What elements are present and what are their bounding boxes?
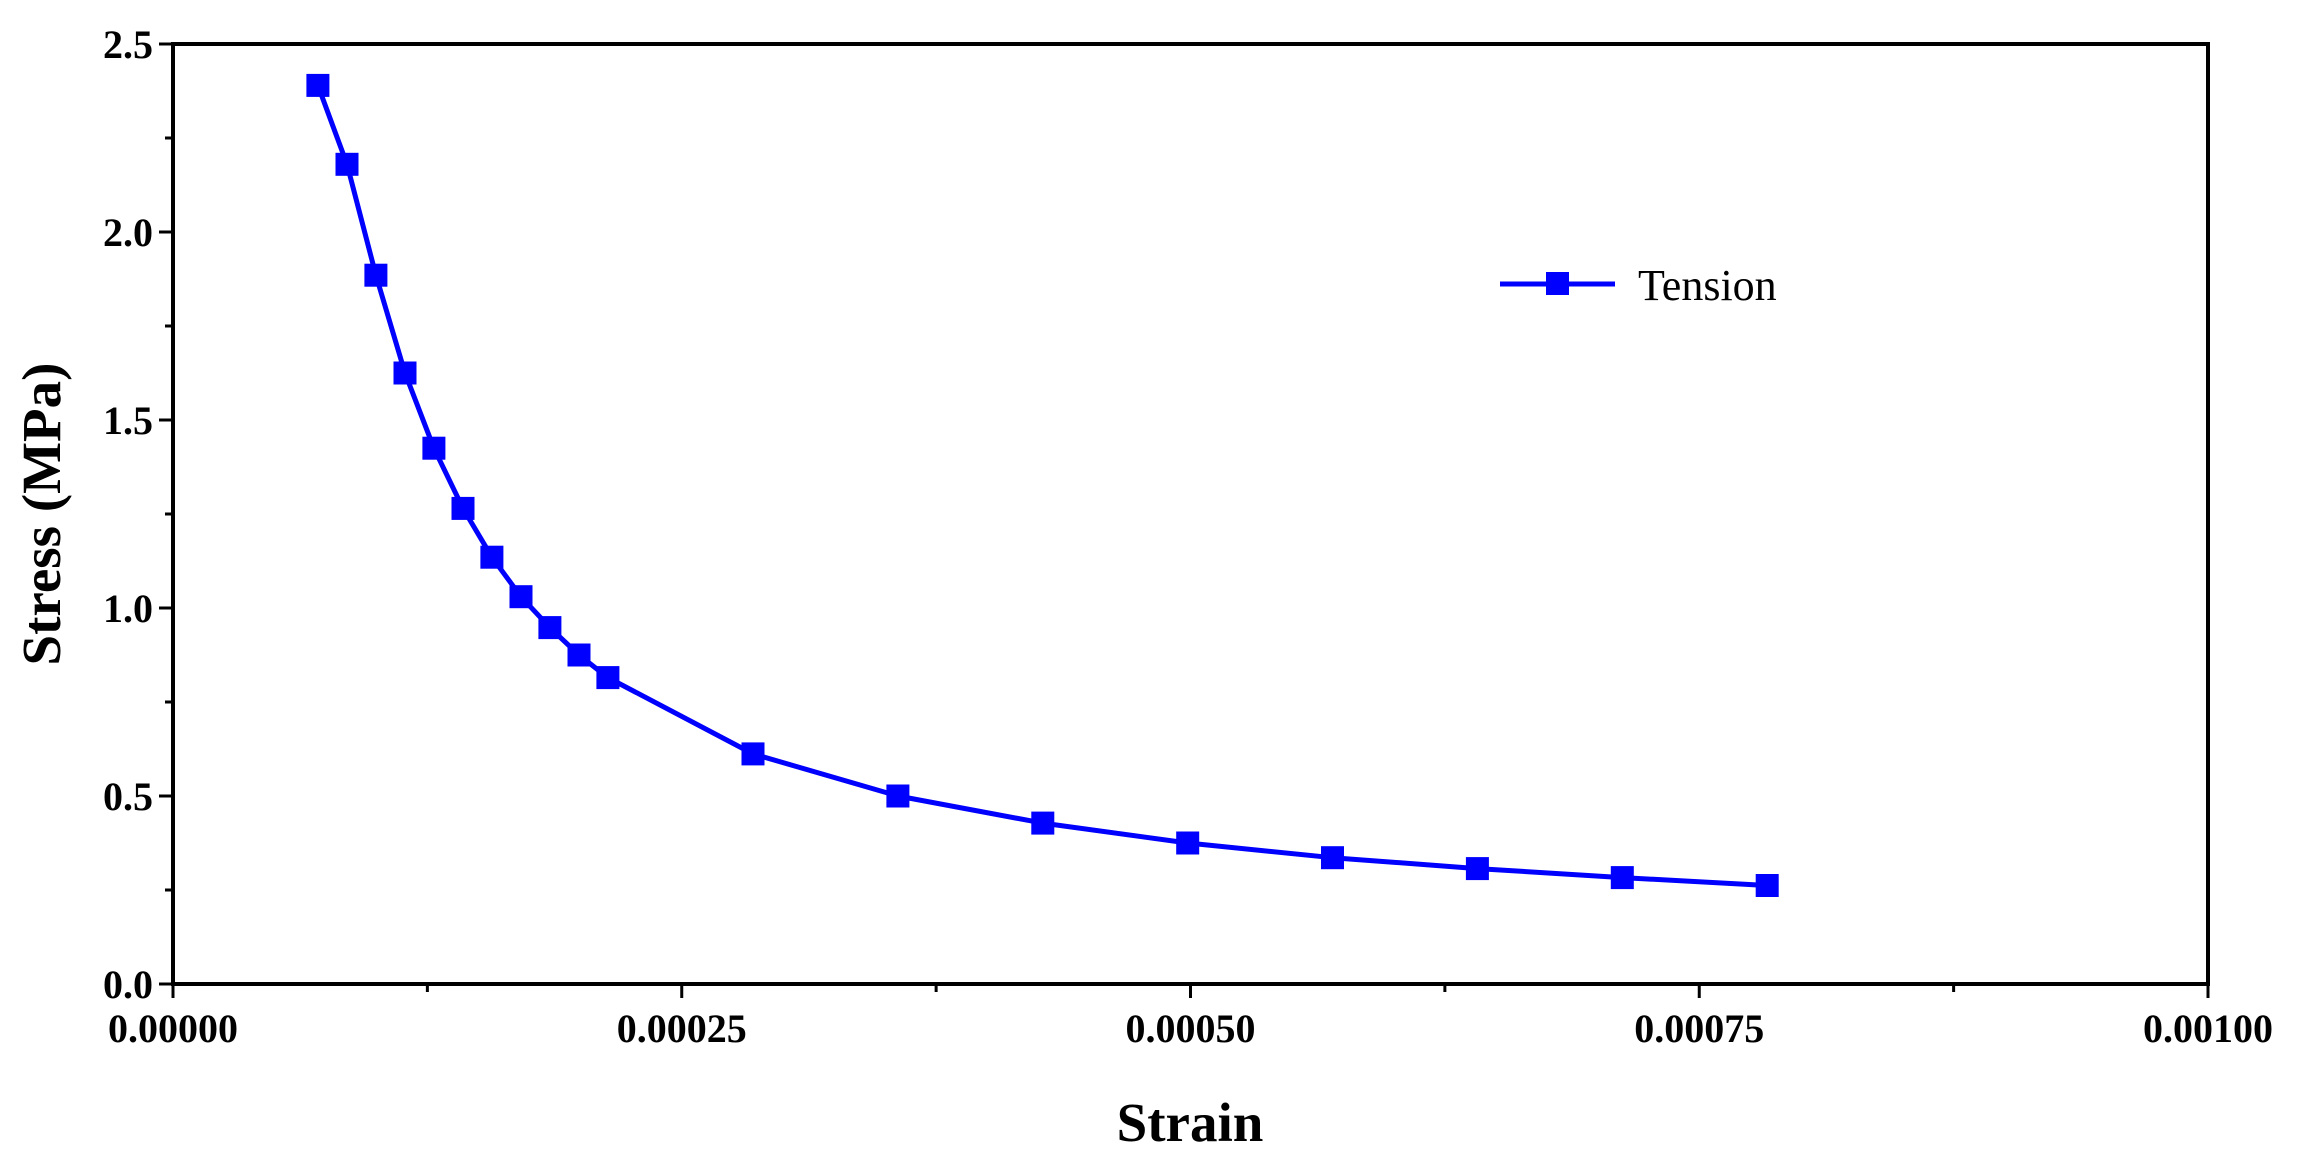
y-tick-label: 0.5 (103, 774, 153, 819)
major-ticks (159, 42, 2210, 998)
data-point-marker (1755, 874, 1779, 897)
legend-marker (1546, 272, 1569, 295)
series-line-tension (315, 84, 1768, 888)
data-point-marker (306, 73, 330, 97)
x-tick-label: 0.00100 (2143, 1006, 2273, 1051)
data-point-marker (886, 784, 910, 808)
data-point-marker (1465, 857, 1489, 881)
x-tick-label: 0.00025 (617, 1006, 747, 1051)
x-tick-label: 0.00000 (108, 1006, 238, 1051)
data-point-marker (480, 545, 504, 569)
data-point-marker (596, 666, 620, 690)
data-point-marker (1321, 846, 1344, 870)
data-point-marker (741, 742, 765, 766)
series-layer (306, 73, 1779, 897)
y-axis-title: Stress (MPa) (11, 363, 72, 666)
data-point-marker (509, 585, 533, 609)
x-tick-label: 0.00050 (1126, 1006, 1256, 1051)
data-point-marker (567, 643, 591, 667)
y-tick-label: 2.0 (103, 210, 153, 255)
y-tick-labels: 0.0 0.5 1.0 1.5 2.0 2.5 (103, 22, 153, 1007)
data-point-marker (1031, 811, 1055, 835)
data-point-marker (538, 616, 562, 640)
legend-label-tension: Tension (1638, 261, 1777, 310)
y-tick-label: 2.5 (103, 22, 153, 67)
data-point-marker (364, 263, 388, 287)
data-point-marker (1176, 831, 1200, 855)
x-axis-title: Strain (1117, 1092, 1264, 1153)
data-point-marker (393, 361, 417, 385)
y-tick-label: 0.0 (103, 962, 153, 1007)
y-tick-label: 1.5 (103, 398, 153, 443)
data-point-marker (451, 496, 475, 520)
y-tick-label: 1.0 (103, 586, 153, 631)
legend: Tension (1500, 261, 1777, 310)
data-point-marker (335, 152, 359, 176)
minor-ticks (165, 136, 1956, 992)
data-point-marker (1610, 866, 1634, 890)
x-tick-labels: 0.00000 0.00025 0.00050 0.00075 0.00100 (108, 1006, 2273, 1051)
x-tick-label: 0.00075 (1634, 1006, 1764, 1051)
data-point-marker (422, 436, 446, 460)
